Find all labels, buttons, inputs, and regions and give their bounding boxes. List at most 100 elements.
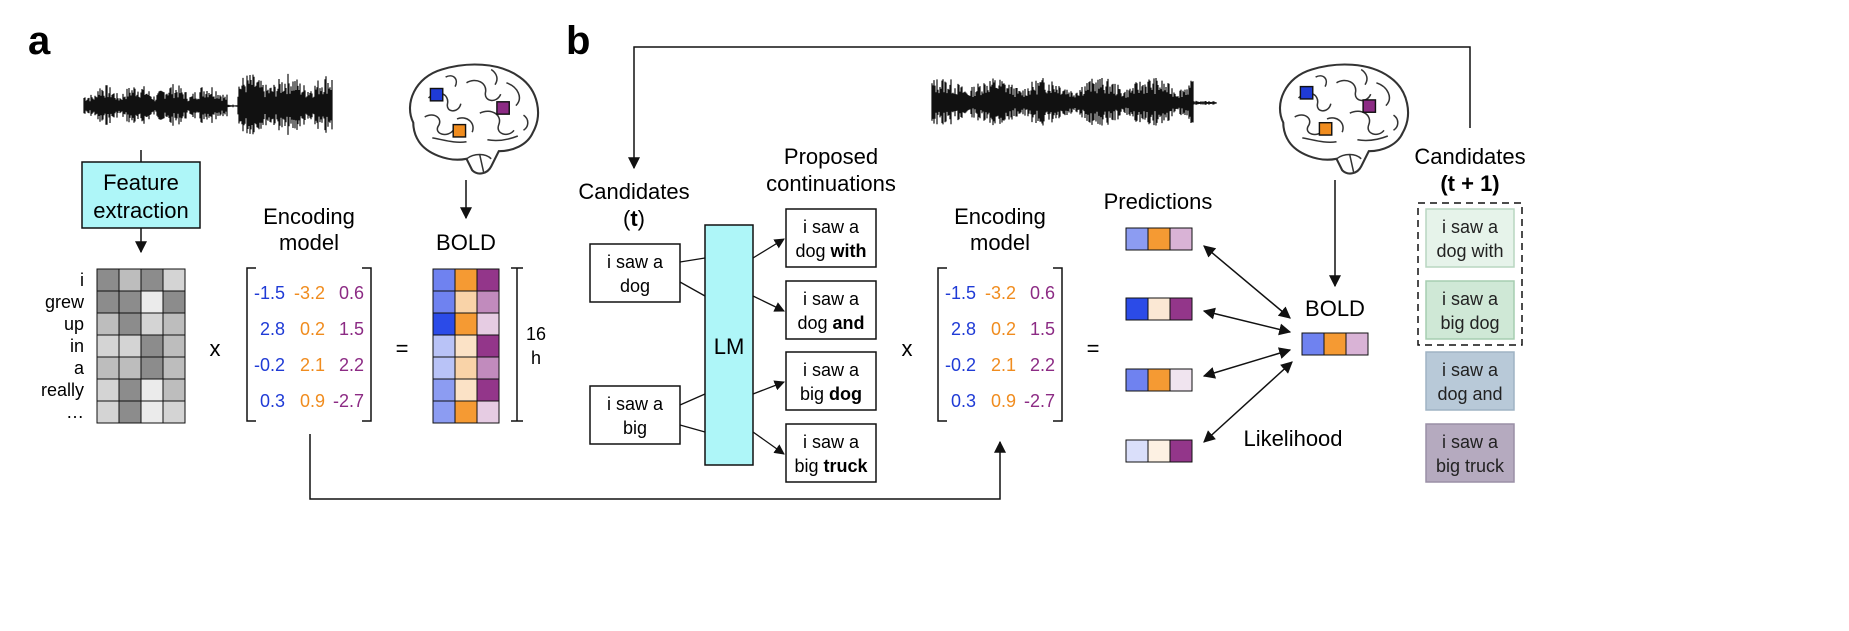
matrix-value: -0.2 bbox=[254, 355, 285, 375]
bold-cell bbox=[476, 334, 500, 358]
candidates-next-line2: (t + 1) bbox=[1440, 171, 1499, 196]
bold-cell bbox=[432, 356, 456, 380]
feature-cell bbox=[140, 268, 164, 292]
matrix-bracket bbox=[937, 267, 1063, 422]
feature-cell bbox=[96, 378, 120, 402]
continuation-box bbox=[785, 423, 877, 483]
duration-line2: h bbox=[531, 348, 541, 368]
matrix-value: -2.7 bbox=[1024, 391, 1055, 411]
feature-matrix bbox=[96, 268, 186, 424]
feature-extraction-line1: Feature bbox=[103, 170, 179, 195]
continuation-box bbox=[785, 351, 877, 411]
next-candidate-line2: dog and bbox=[1437, 384, 1502, 404]
feature-cell bbox=[140, 312, 164, 336]
word-list: igrewupinareally… bbox=[41, 270, 85, 422]
next-candidates: i saw a dog with i saw a big dog i saw a dog … bbox=[1425, 208, 1515, 483]
matrix-bracket bbox=[246, 267, 372, 422]
candidates-t-line1: Candidates bbox=[578, 179, 689, 204]
word-label: a bbox=[74, 358, 85, 378]
matrix-value: 0.2 bbox=[991, 319, 1016, 339]
bold-vector-cell bbox=[1323, 332, 1347, 356]
bold-cell bbox=[454, 290, 478, 314]
matrix-value: 0.9 bbox=[300, 391, 325, 411]
bold-cell bbox=[476, 312, 500, 336]
feature-cell bbox=[140, 290, 164, 314]
bold-cell bbox=[454, 356, 478, 380]
feature-cell bbox=[162, 268, 186, 292]
matrix-value: 2.8 bbox=[951, 319, 976, 339]
bold-cell bbox=[454, 334, 478, 358]
encoding-transfer-arrow bbox=[309, 434, 1006, 500]
continuation-box bbox=[785, 280, 877, 340]
matrix-value: 2.8 bbox=[260, 319, 285, 339]
feature-cell bbox=[140, 378, 164, 402]
prediction-cell bbox=[1147, 368, 1171, 392]
feature-cell bbox=[162, 290, 186, 314]
matrix-value: -1.5 bbox=[945, 283, 976, 303]
next-candidate-line1: i saw a bbox=[1442, 289, 1499, 309]
encoding-title-b-line2: model bbox=[970, 230, 1030, 255]
candidate-input-line1: i saw a bbox=[607, 394, 664, 414]
matrix-value: 2.1 bbox=[300, 355, 325, 375]
feature-cell bbox=[162, 378, 186, 402]
matrix-value: -2.7 bbox=[333, 391, 364, 411]
prediction-cell bbox=[1169, 227, 1193, 251]
prediction-cell bbox=[1169, 297, 1193, 321]
feature-cell bbox=[96, 400, 120, 424]
matrix-value: 0.2 bbox=[300, 319, 325, 339]
feature-cell bbox=[162, 356, 186, 380]
candidates-t-line2: (t) bbox=[623, 206, 645, 231]
candidate-input-line1: i saw a bbox=[607, 252, 664, 272]
next-candidate-line2: dog with bbox=[1436, 241, 1503, 261]
next-candidate-line1: i saw a bbox=[1442, 432, 1499, 452]
encoding-title-a-line2: model bbox=[279, 230, 339, 255]
continuation-line1: i saw a bbox=[803, 432, 860, 452]
brain-icon-b bbox=[1278, 63, 1410, 175]
feature-cell bbox=[162, 312, 186, 336]
duration-bracket bbox=[511, 267, 523, 422]
feature-cell bbox=[162, 400, 186, 424]
panel-b-label: b bbox=[566, 19, 590, 63]
next-candidate-box bbox=[1425, 351, 1515, 411]
next-candidate-line2: big dog bbox=[1440, 313, 1499, 333]
word-label: in bbox=[70, 336, 84, 356]
feature-cell bbox=[140, 400, 164, 424]
bold-cell bbox=[432, 334, 456, 358]
matrix-value: 0.3 bbox=[951, 391, 976, 411]
next-candidate-line2: big truck bbox=[1436, 456, 1505, 476]
likelihood-label: Likelihood bbox=[1243, 426, 1342, 451]
bold-cell bbox=[432, 378, 456, 402]
matrix-value: 1.5 bbox=[339, 319, 364, 339]
brain-icon-a bbox=[408, 63, 540, 175]
continuation-line1: i saw a bbox=[803, 360, 860, 380]
feature-cell bbox=[118, 268, 142, 292]
duration-line1: 16 bbox=[526, 324, 546, 344]
lm-output-arrow bbox=[752, 431, 785, 455]
selected-candidates-dashed-box bbox=[1417, 202, 1523, 346]
continuation-line1: i saw a bbox=[803, 217, 860, 237]
feature-cell bbox=[118, 400, 142, 424]
feature-cell bbox=[96, 268, 120, 292]
word-label: really bbox=[41, 380, 84, 400]
encoding-title-b-line1: Encoding bbox=[954, 204, 1046, 229]
word-label: grew bbox=[45, 292, 85, 312]
next-candidate-box bbox=[1425, 423, 1515, 483]
panel-a-label: a bbox=[28, 19, 51, 63]
prediction-cell bbox=[1169, 368, 1193, 392]
prediction-cell bbox=[1147, 227, 1171, 251]
proposed-title-line1: Proposed bbox=[784, 144, 878, 169]
bold-vector bbox=[1301, 332, 1369, 356]
word-label: … bbox=[66, 402, 84, 422]
feature-cell bbox=[162, 334, 186, 358]
prediction-vectors bbox=[1125, 227, 1193, 463]
prediction-cell bbox=[1125, 297, 1149, 321]
matrix-value: 0.9 bbox=[991, 391, 1016, 411]
matrix-value: 0.3 bbox=[260, 391, 285, 411]
word-label: up bbox=[64, 314, 84, 334]
prediction-cell bbox=[1169, 439, 1193, 463]
feature-cell bbox=[118, 356, 142, 380]
bold-cell bbox=[476, 356, 500, 380]
bold-cell bbox=[476, 268, 500, 292]
lm-output-arrow bbox=[752, 238, 785, 259]
